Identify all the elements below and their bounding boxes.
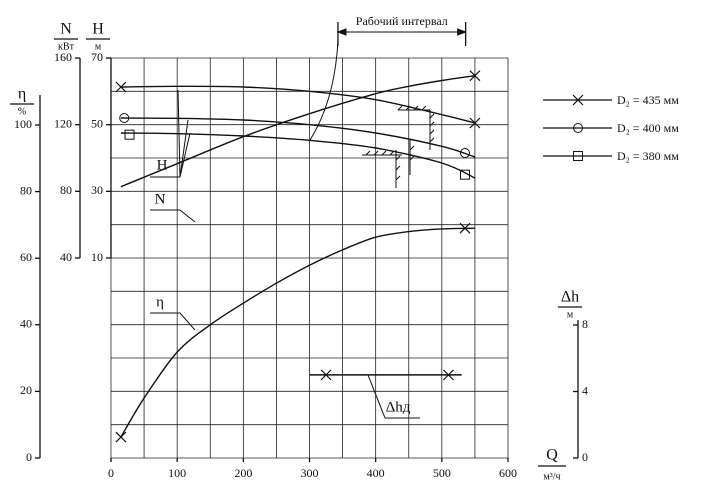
- marker: [124, 129, 135, 140]
- curve-label: N: [155, 191, 166, 207]
- marker-shape: [459, 222, 471, 234]
- x-tick-label: 100: [168, 466, 186, 480]
- marker-shape: [443, 369, 454, 381]
- y-tick-label: 160: [54, 50, 72, 64]
- marker: [119, 113, 130, 123]
- marker-shape: [115, 431, 127, 443]
- legend-label: D₂ = 400 мм: [617, 121, 679, 135]
- x-tick-label: 0: [108, 466, 114, 480]
- marker-shape: [573, 123, 583, 133]
- leader-eta: [150, 312, 196, 331]
- y-tick-label: 80: [60, 183, 72, 197]
- y-tick-label: 30: [91, 183, 103, 197]
- marker: [459, 169, 470, 180]
- y-tick-label: 20: [20, 383, 32, 397]
- y-tick-label: 80: [20, 183, 32, 197]
- x-tick-label: 500: [433, 466, 451, 480]
- marker-shape: [119, 113, 130, 123]
- curve-label: η: [156, 294, 164, 310]
- y-tick-label: 10: [91, 250, 103, 264]
- marker-shape: [573, 151, 583, 161]
- y-axis-label: Δh: [561, 289, 579, 306]
- marker: [320, 369, 332, 381]
- y-axis-unit: м: [567, 309, 574, 320]
- marker: [459, 222, 471, 234]
- curve: [120, 132, 476, 179]
- marker: [572, 94, 584, 106]
- curve: [120, 227, 475, 438]
- y-tick-label: 120: [54, 116, 72, 130]
- marker-shape: [459, 148, 470, 158]
- marker: [459, 148, 470, 158]
- marker-shape: [459, 169, 470, 180]
- curve: [120, 117, 476, 158]
- curve: [120, 74, 476, 188]
- marker-shape: [320, 369, 332, 381]
- marker: [573, 151, 583, 161]
- marker: [115, 81, 127, 93]
- interval-arrow: [336, 28, 468, 36]
- marker: [115, 431, 127, 443]
- curve-label: Δhд: [386, 399, 411, 415]
- curve-label: H: [157, 157, 168, 173]
- marker-shape: [469, 70, 481, 82]
- y-tick-label: 8: [582, 317, 588, 331]
- marker: [573, 123, 583, 133]
- y-tick-label: 40: [20, 317, 32, 331]
- legend-label: D₂ = 435 мм: [617, 93, 679, 107]
- x-tick-label: 600: [499, 466, 517, 480]
- marker-shape: [469, 117, 481, 129]
- x-tick-label: 400: [367, 466, 385, 480]
- leader-n: [150, 209, 196, 223]
- y-tick-label: 100: [14, 117, 32, 131]
- marker: [469, 70, 481, 82]
- marker: [469, 117, 481, 129]
- x-axis-unit: м³/ч: [543, 471, 560, 482]
- curve: [120, 85, 476, 124]
- leader-interval: [309, 39, 339, 141]
- y-axis-label: N: [60, 21, 72, 38]
- leader-dh: [367, 374, 420, 419]
- y-tick-label: 0: [26, 450, 32, 464]
- interval-label: Рабочий интервал: [356, 14, 448, 28]
- y-axis-label: η: [18, 86, 26, 103]
- x-axis-label: Q: [546, 447, 558, 464]
- marker-shape: [115, 81, 127, 93]
- legend-label: D₂ = 380 мм: [617, 149, 679, 163]
- marker: [443, 369, 454, 381]
- decor: [150, 39, 435, 419]
- y-axis-unit: кВт: [58, 41, 75, 52]
- y-axis-unit: м: [95, 41, 102, 52]
- y-tick-label: 0: [582, 450, 588, 464]
- marker-shape: [572, 94, 584, 106]
- y-axis-label: H: [92, 21, 104, 38]
- y-tick-label: 60: [20, 250, 32, 264]
- x-tick-label: 300: [301, 466, 319, 480]
- y-tick-label: 50: [91, 116, 103, 130]
- y-axis-unit: %: [18, 106, 26, 117]
- y-tick-label: 4: [582, 383, 588, 397]
- y-tick-label: 40: [60, 250, 72, 264]
- marker-shape: [124, 129, 135, 140]
- y-tick-label: 70: [91, 50, 103, 64]
- x-tick-label: 200: [234, 466, 252, 480]
